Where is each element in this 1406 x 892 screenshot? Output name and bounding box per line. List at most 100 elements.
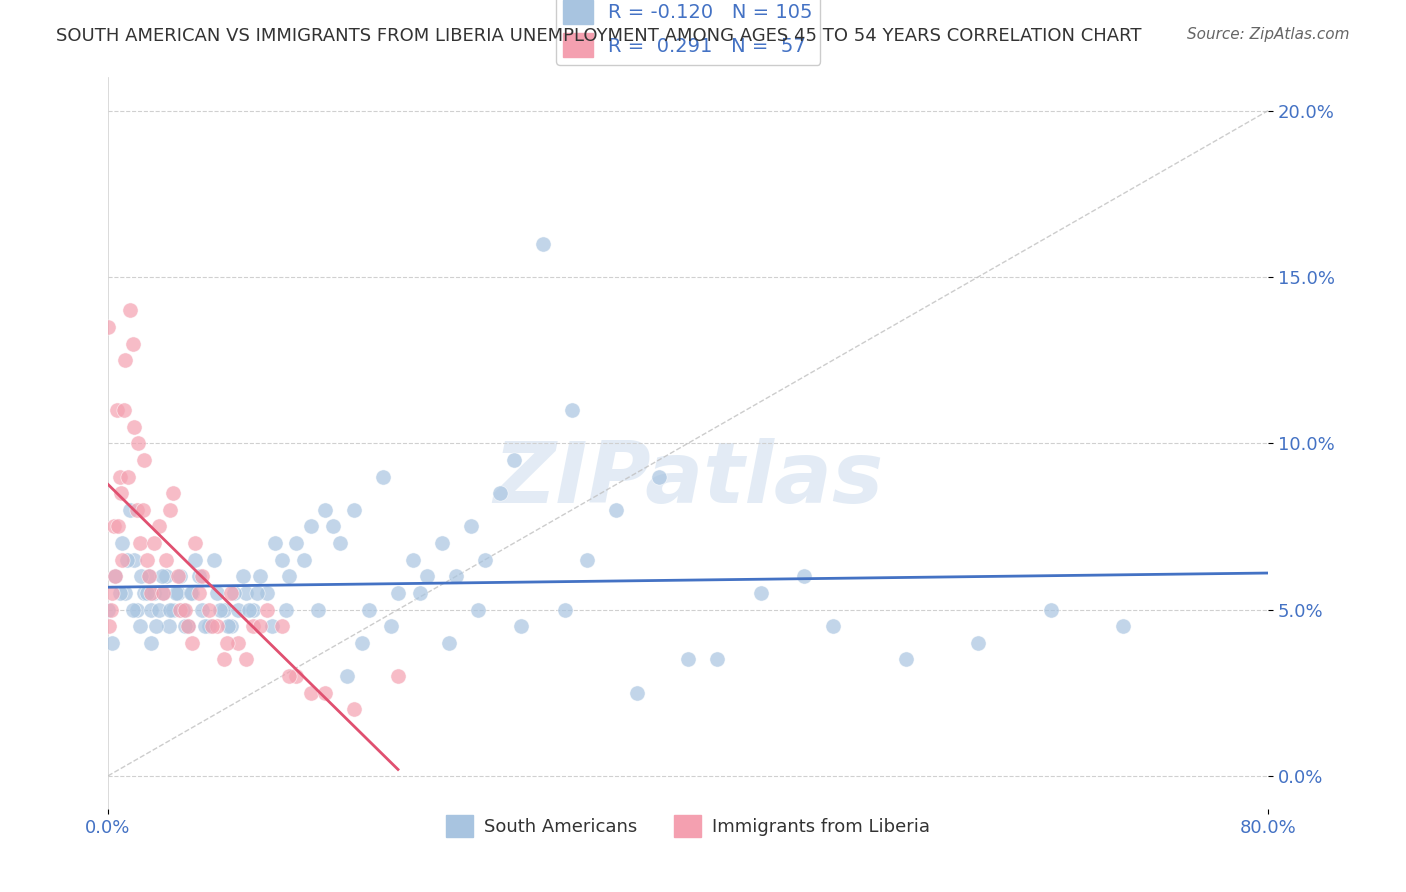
Point [343, 702, 366, 716]
Point [118, 303, 141, 318]
Point [228, 636, 250, 650]
Point [121, 336, 143, 351]
Point [108, 586, 131, 600]
Point [235, 652, 257, 666]
Point [276, 602, 298, 616]
Point [315, 503, 337, 517]
Point [373, 469, 395, 483]
Point [380, 619, 402, 633]
Point [127, 436, 149, 450]
Point [626, 686, 648, 700]
Point [219, 586, 242, 600]
Point [201, 619, 224, 633]
Point [215, 636, 238, 650]
Point [138, 569, 160, 583]
Point [134, 453, 156, 467]
Point [1039, 602, 1062, 616]
Point [172, 602, 194, 616]
Point [125, 503, 148, 517]
Point [162, 602, 184, 616]
Point [141, 586, 163, 600]
Point [194, 619, 217, 633]
Point [249, 619, 271, 633]
Point [184, 552, 207, 566]
Point [98, 619, 121, 633]
Point [387, 669, 409, 683]
Point [510, 619, 533, 633]
Point [132, 503, 155, 517]
Point [561, 403, 583, 417]
Point [437, 636, 460, 650]
Point [285, 536, 308, 550]
Point [460, 519, 482, 533]
Point [162, 486, 184, 500]
Point [246, 586, 269, 600]
Point [111, 552, 134, 566]
Point [136, 586, 159, 600]
Point [148, 519, 170, 533]
Point [336, 669, 359, 683]
Point [232, 569, 254, 583]
Point [136, 552, 159, 566]
Point [122, 552, 145, 566]
Point [299, 519, 322, 533]
Point [198, 619, 221, 633]
Point [177, 619, 200, 633]
Point [191, 602, 214, 616]
Point [114, 353, 136, 368]
Point [401, 552, 423, 566]
Text: ZIPatlas: ZIPatlas [494, 438, 883, 521]
Point [212, 652, 235, 666]
Point [134, 586, 156, 600]
Point [143, 586, 166, 600]
Point [260, 619, 283, 633]
Point [821, 619, 844, 633]
Point [329, 536, 352, 550]
Point [122, 419, 145, 434]
Point [205, 586, 228, 600]
Point [205, 619, 228, 633]
Point [299, 686, 322, 700]
Point [188, 569, 211, 583]
Point [150, 569, 173, 583]
Point [554, 602, 576, 616]
Point [706, 652, 728, 666]
Point [100, 602, 122, 616]
Point [894, 652, 917, 666]
Legend: South Americans, Immigrants from Liberia: South Americans, Immigrants from Liberia [439, 807, 936, 844]
Point [271, 619, 294, 633]
Point [184, 536, 207, 550]
Point [173, 619, 195, 633]
Point [242, 619, 264, 633]
Point [256, 586, 278, 600]
Point [416, 569, 439, 583]
Point [155, 552, 177, 566]
Point [101, 586, 124, 600]
Point [387, 586, 409, 600]
Point [111, 536, 134, 550]
Point [128, 536, 150, 550]
Point [271, 552, 294, 566]
Point [676, 652, 699, 666]
Point [322, 519, 344, 533]
Point [105, 403, 128, 417]
Point [181, 586, 204, 600]
Point [173, 602, 195, 616]
Point [108, 469, 131, 483]
Point [125, 602, 148, 616]
Point [101, 636, 124, 650]
Point [256, 602, 278, 616]
Point [115, 552, 138, 566]
Point [467, 602, 489, 616]
Point [575, 552, 598, 566]
Point [605, 503, 627, 517]
Point [159, 503, 181, 517]
Point [249, 569, 271, 583]
Point [208, 602, 231, 616]
Point [648, 469, 671, 483]
Point [166, 586, 188, 600]
Point [307, 602, 329, 616]
Point [343, 503, 366, 517]
Point [159, 602, 181, 616]
Point [357, 602, 380, 616]
